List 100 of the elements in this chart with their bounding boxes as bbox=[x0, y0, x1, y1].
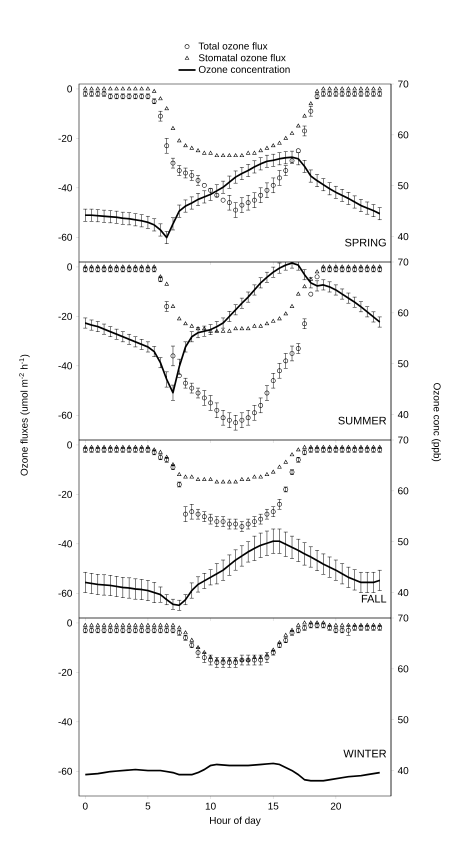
point bbox=[177, 472, 182, 476]
point bbox=[290, 304, 294, 308]
y2-tick-label: 60 bbox=[398, 131, 408, 138]
point bbox=[284, 460, 288, 464]
y2-axis-title: Ozone conc (ppb) bbox=[432, 383, 441, 462]
point bbox=[240, 326, 244, 330]
point bbox=[190, 474, 194, 478]
point bbox=[220, 198, 226, 203]
point bbox=[308, 108, 314, 114]
y2-tick-label: 60 bbox=[398, 487, 408, 494]
point bbox=[258, 148, 263, 152]
point bbox=[146, 86, 150, 90]
point bbox=[196, 178, 200, 183]
point bbox=[271, 470, 276, 474]
x-tick-label: 0 bbox=[82, 802, 88, 810]
point bbox=[108, 86, 112, 90]
legend-label: Total ozone flux bbox=[198, 42, 268, 50]
point bbox=[277, 464, 282, 469]
y2-tick-label: 70 bbox=[398, 436, 408, 444]
y-tick-label: -20 bbox=[58, 134, 72, 142]
point bbox=[120, 86, 125, 90]
point bbox=[240, 153, 244, 158]
point bbox=[226, 660, 232, 665]
point bbox=[234, 153, 238, 158]
point bbox=[183, 170, 188, 176]
point bbox=[214, 480, 219, 484]
point bbox=[258, 324, 263, 328]
point bbox=[227, 153, 232, 158]
point bbox=[246, 326, 250, 330]
point bbox=[302, 128, 307, 134]
y-tick-label: 0 bbox=[67, 85, 72, 92]
x-axis-title: Hour of day bbox=[210, 816, 261, 826]
point bbox=[271, 143, 276, 148]
point bbox=[208, 150, 213, 155]
point bbox=[202, 182, 207, 188]
point bbox=[158, 274, 163, 278]
point bbox=[283, 168, 288, 173]
point bbox=[264, 472, 270, 476]
y2-tick-label: 50 bbox=[398, 538, 408, 546]
point bbox=[196, 477, 200, 481]
point bbox=[214, 153, 219, 158]
point bbox=[170, 160, 176, 166]
y2-tick-label: 40 bbox=[398, 767, 408, 774]
annotation: FALL bbox=[362, 594, 386, 602]
point bbox=[158, 96, 163, 100]
point bbox=[264, 655, 270, 660]
point bbox=[170, 304, 176, 308]
point bbox=[240, 524, 244, 529]
y2-tick-label: 60 bbox=[398, 665, 408, 672]
legend-label: Ozone concentration bbox=[198, 66, 290, 73]
y2-tick-label: 50 bbox=[398, 360, 408, 368]
point bbox=[246, 477, 250, 481]
point bbox=[296, 292, 300, 296]
point bbox=[202, 150, 206, 155]
point bbox=[164, 304, 170, 309]
point bbox=[233, 522, 238, 526]
y-tick-label: -20 bbox=[58, 490, 72, 498]
y-tick-label: -40 bbox=[58, 540, 72, 548]
point bbox=[208, 516, 213, 522]
point bbox=[190, 324, 194, 328]
point bbox=[264, 321, 270, 326]
point bbox=[246, 522, 251, 526]
point bbox=[177, 316, 182, 320]
point bbox=[220, 519, 226, 524]
point bbox=[164, 282, 169, 286]
point bbox=[284, 136, 288, 140]
point bbox=[290, 452, 294, 456]
point bbox=[277, 140, 282, 145]
point bbox=[127, 86, 132, 90]
y2-tick-label: 40 bbox=[398, 411, 408, 418]
point bbox=[208, 477, 213, 481]
point bbox=[202, 655, 207, 660]
point bbox=[290, 628, 294, 632]
y-tick-label: -20 bbox=[58, 312, 72, 320]
point bbox=[252, 150, 257, 155]
point bbox=[258, 474, 263, 478]
annotation: WINTER bbox=[343, 750, 386, 758]
point bbox=[296, 124, 300, 128]
y2-tick-label: 60 bbox=[398, 309, 408, 316]
point bbox=[196, 512, 200, 517]
y-tick-label: 0 bbox=[67, 441, 72, 448]
point bbox=[158, 114, 163, 119]
point bbox=[196, 390, 200, 396]
point bbox=[202, 514, 207, 520]
point bbox=[202, 477, 206, 481]
point bbox=[252, 324, 257, 328]
point bbox=[296, 346, 301, 351]
point bbox=[196, 148, 200, 152]
y-tick-label: -60 bbox=[58, 768, 72, 775]
point bbox=[214, 519, 220, 524]
y-tick-label: 0 bbox=[67, 263, 72, 270]
y-tick-label: -60 bbox=[58, 590, 72, 597]
legend-label: Stomatal ozone flux bbox=[198, 54, 286, 62]
annotation: SUMMER bbox=[338, 416, 386, 424]
x-tick-label: 15 bbox=[268, 802, 278, 810]
y2-tick-label: 40 bbox=[398, 589, 408, 596]
y-tick-label: -40 bbox=[58, 362, 72, 370]
x-tick-label: 20 bbox=[330, 802, 342, 810]
point bbox=[246, 150, 250, 155]
y2-tick-label: 70 bbox=[398, 258, 408, 266]
